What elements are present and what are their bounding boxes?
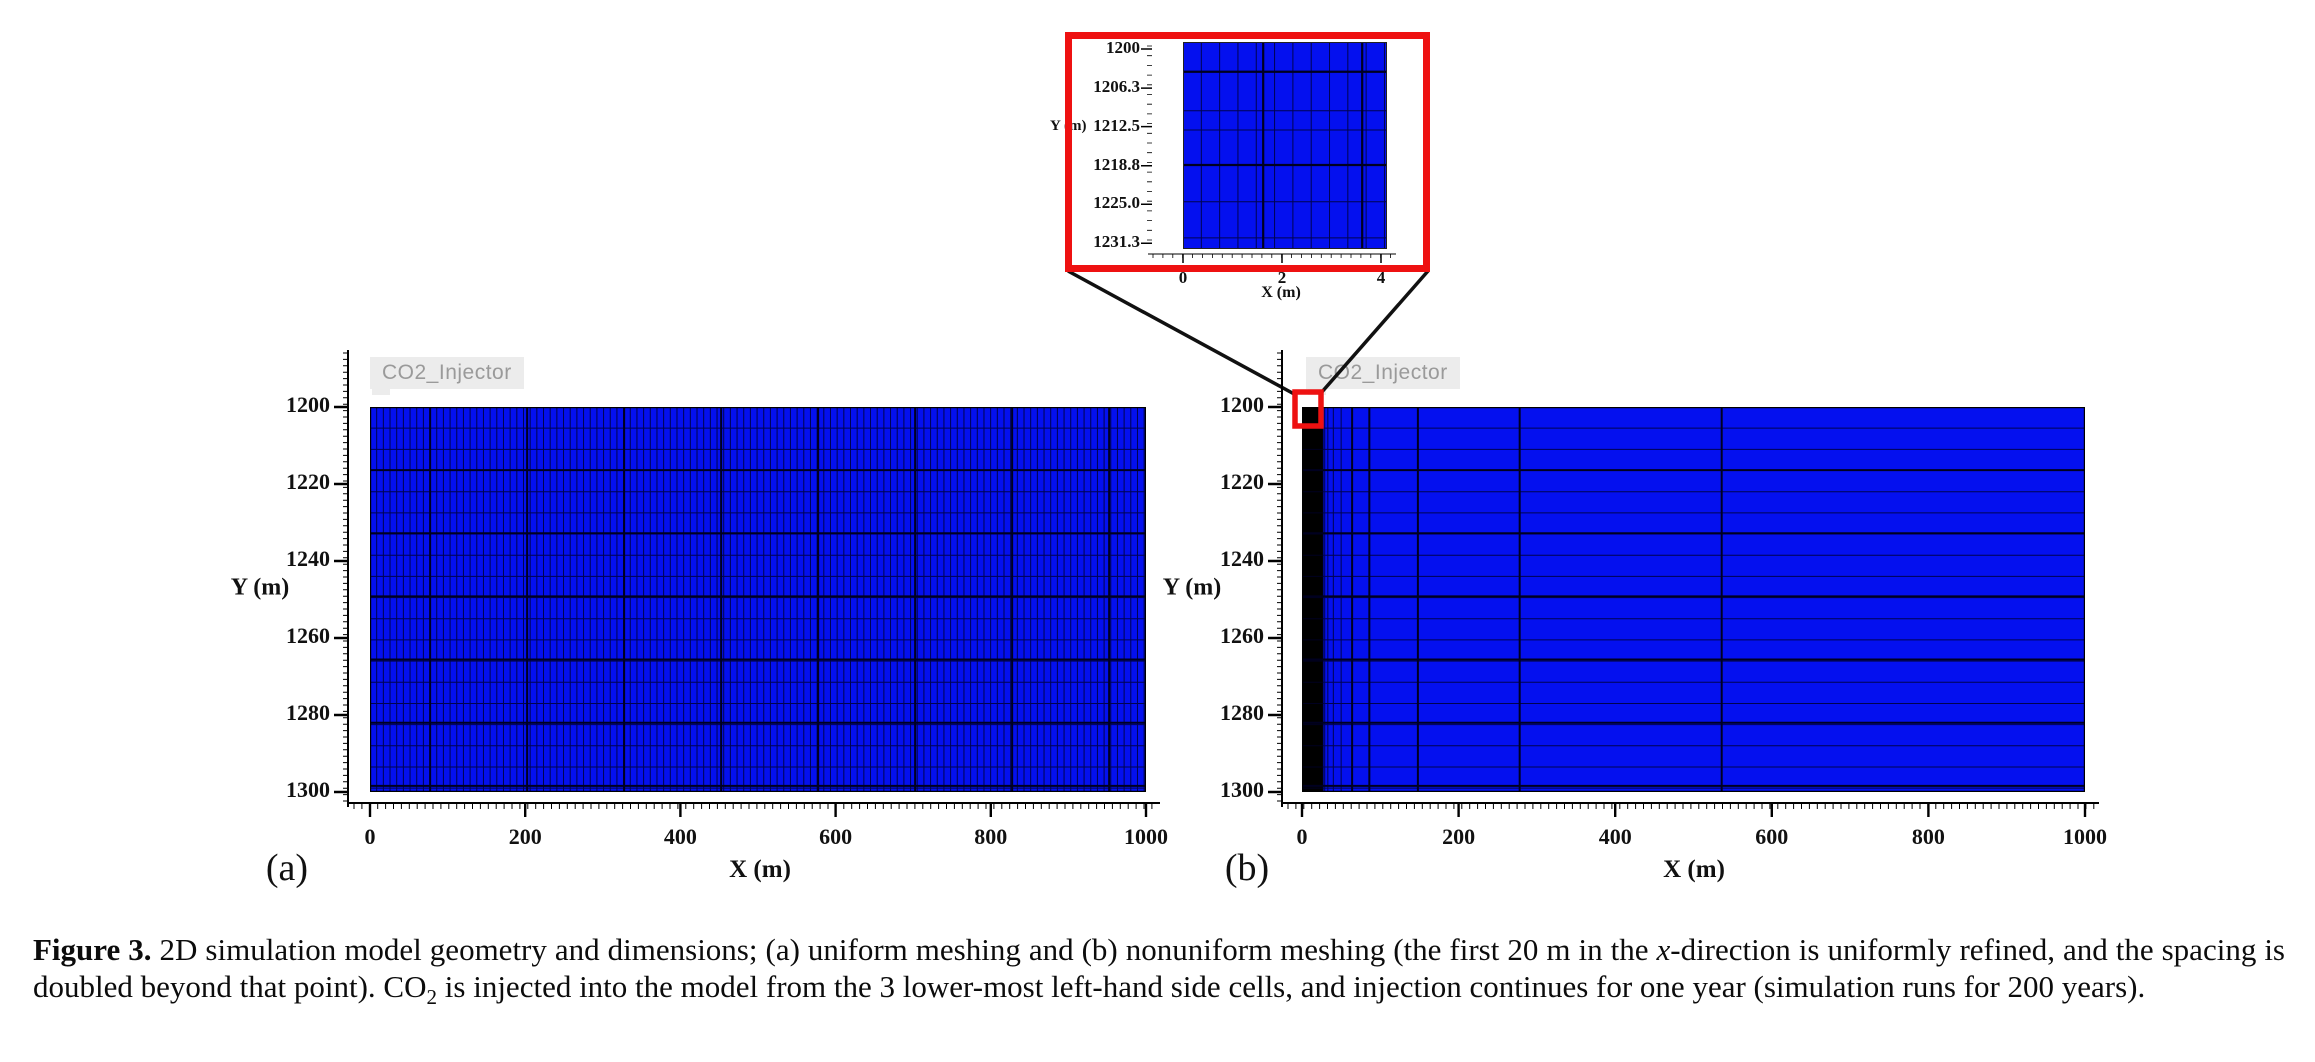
x-tick-label-b: 400 [1598, 824, 1632, 849]
mesh-plot-b [1302, 407, 2085, 792]
caption-segment: -direction is uniformly refined, and the… [33, 932, 2286, 1004]
y-tick-label-b: 1300 [1220, 777, 1264, 802]
x-tick-label-a: 200 [508, 824, 542, 849]
x-tick-label-b: 800 [1911, 824, 1945, 849]
x-tick-label-b: 0 [1296, 824, 1308, 849]
y-tick-label-b: 1260 [1220, 623, 1264, 648]
y-tick-label-a: 1280 [286, 700, 330, 725]
x-tick-label-a: 600 [819, 824, 853, 849]
caption-segment: Figure 3. [33, 932, 152, 967]
co2-injector-label-a: CO2_Injector [370, 357, 524, 395]
y-tick-label-inset: 1218.8 [1093, 154, 1140, 174]
y-tick-label-a: 1200 [286, 392, 330, 417]
x-axis-label-a: X (m) [729, 856, 791, 883]
caption-segment: 2 [426, 985, 438, 1010]
x-axis-label-b: X (m) [1663, 856, 1725, 883]
figure-caption: Figure 3. 2D simulation model geometry a… [33, 931, 2286, 1008]
y-tick-label-inset: 1231.3 [1093, 232, 1140, 252]
y-tick-label-a: 1300 [286, 777, 330, 802]
panel-tag-b: (b) [1224, 847, 1270, 889]
x-tick-label-a: 0 [364, 824, 376, 849]
mesh-plot-inset [1183, 42, 1387, 249]
x-tick-label-a: 800 [974, 824, 1008, 849]
x-tick-label-a: 1000 [1124, 824, 1168, 849]
y-tick-label-inset: 1200 [1106, 38, 1140, 57]
y-tick-label-inset: 1225.0 [1093, 193, 1140, 213]
y-axis-label-b: Y (m) [1162, 574, 1222, 601]
y-tick-label-a: 1260 [286, 623, 330, 648]
mesh-plot-a [370, 407, 1146, 792]
y-tick-label-a: 1240 [286, 546, 330, 571]
y-tick-label-inset: 1212.5 [1093, 115, 1140, 135]
x-tick-label-b: 200 [1442, 824, 1476, 849]
y-tick-label-b: 1220 [1220, 469, 1264, 494]
x-tick-label-b: 600 [1755, 824, 1789, 849]
y-axis-label-a: Y (m) [230, 574, 290, 601]
y-tick-label-b: 1280 [1220, 700, 1264, 725]
y-tick-label-inset: 1206.3 [1093, 77, 1140, 97]
x-tick-label-inset: 4 [1376, 268, 1386, 287]
caption-segment: 2D simulation model geometry and dimensi… [151, 932, 1657, 967]
caption-segment: is injected into the model from the 3 lo… [437, 969, 2146, 1004]
x-tick-label-a: 400 [663, 824, 697, 849]
x-tick-label-inset: 2 [1277, 268, 1287, 287]
y-tick-label-a: 1220 [286, 469, 330, 494]
x-tick-label-inset: 0 [1178, 268, 1188, 287]
x-tick-label-b: 1000 [2063, 824, 2107, 849]
y-tick-label-b: 1200 [1220, 392, 1264, 417]
co2-injector-label-b: CO2_Injector [1306, 357, 1460, 395]
caption-segment: x [1656, 932, 1671, 967]
y-tick-label-b: 1240 [1220, 546, 1264, 571]
panel-tag-a: (a) [265, 847, 309, 889]
